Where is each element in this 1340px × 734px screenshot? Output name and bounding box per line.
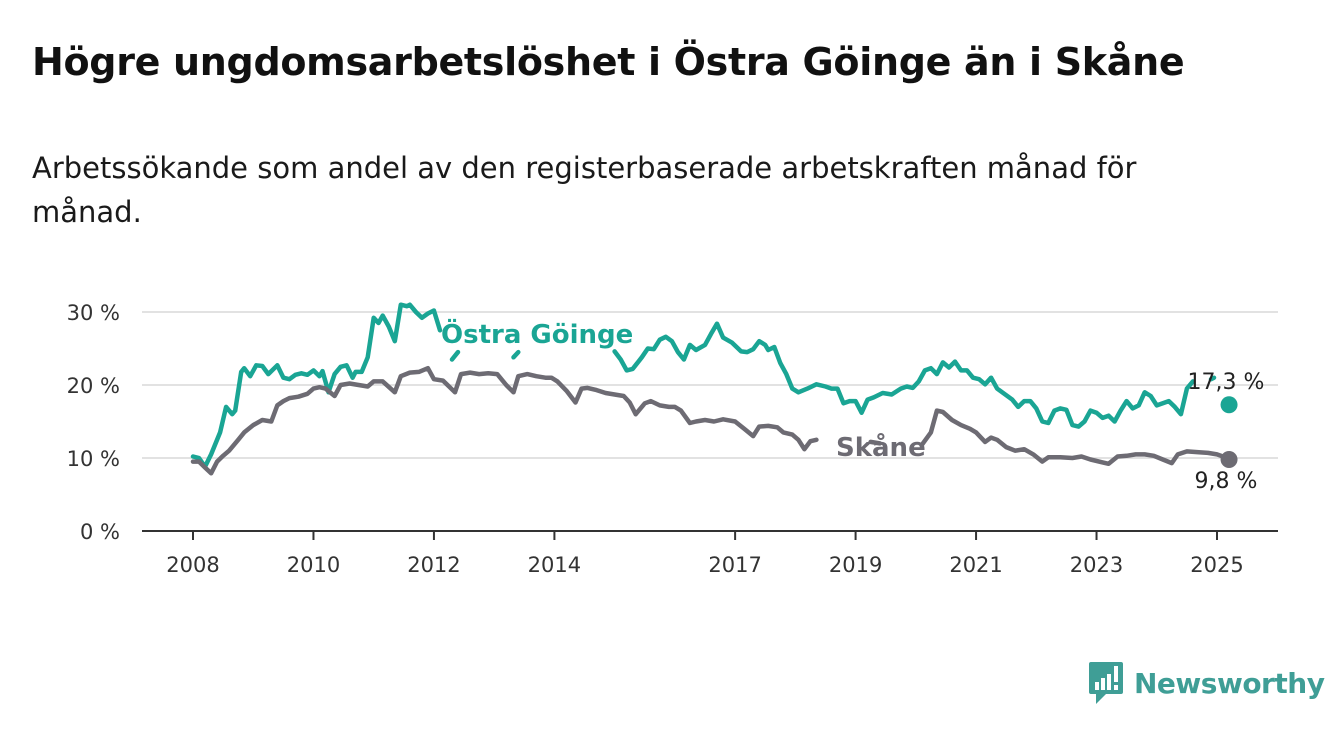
y-tick-label: 10 % bbox=[67, 447, 120, 471]
series-label-ostra-goinge: Östra Göinge bbox=[441, 317, 633, 350]
x-tick-label: 2012 bbox=[407, 553, 460, 577]
newsworthy-logo-icon bbox=[1089, 662, 1123, 704]
x-tick-label: 2025 bbox=[1190, 553, 1243, 577]
x-tick-label: 2023 bbox=[1070, 553, 1123, 577]
x-tick-label: 2010 bbox=[287, 553, 340, 577]
y-tick-label: 30 % bbox=[67, 301, 120, 325]
page-title: Högre ungdomsarbetslöshet i Östra Göinge… bbox=[32, 40, 1185, 84]
end-label-skane: 9,8 % bbox=[1195, 469, 1258, 494]
chart-subtitle: Arbetssökande som andel av den registerb… bbox=[32, 151, 1137, 229]
y-tick-label: 20 % bbox=[67, 374, 120, 398]
x-tick-label: 2008 bbox=[166, 553, 219, 577]
y-tick-label: 0 % bbox=[80, 520, 120, 544]
series-label-skane: Skåne bbox=[836, 431, 926, 463]
x-tick-label: 2014 bbox=[528, 553, 581, 577]
x-tick-label: 2019 bbox=[829, 553, 882, 577]
x-tick-label: 2017 bbox=[708, 553, 761, 577]
end-label-ostra-goinge: 17,3 % bbox=[1188, 370, 1265, 395]
series-line-skane bbox=[190, 365, 1226, 476]
brand-name: Newsworthy bbox=[1134, 666, 1325, 700]
end-point-skane bbox=[1220, 450, 1238, 468]
end-point-ostra-goinge bbox=[1220, 396, 1238, 414]
brand-logo: Newsworthy bbox=[1088, 660, 1325, 706]
series-line-ostra-goinge bbox=[190, 302, 1217, 470]
x-tick-label: 2021 bbox=[949, 553, 1002, 577]
